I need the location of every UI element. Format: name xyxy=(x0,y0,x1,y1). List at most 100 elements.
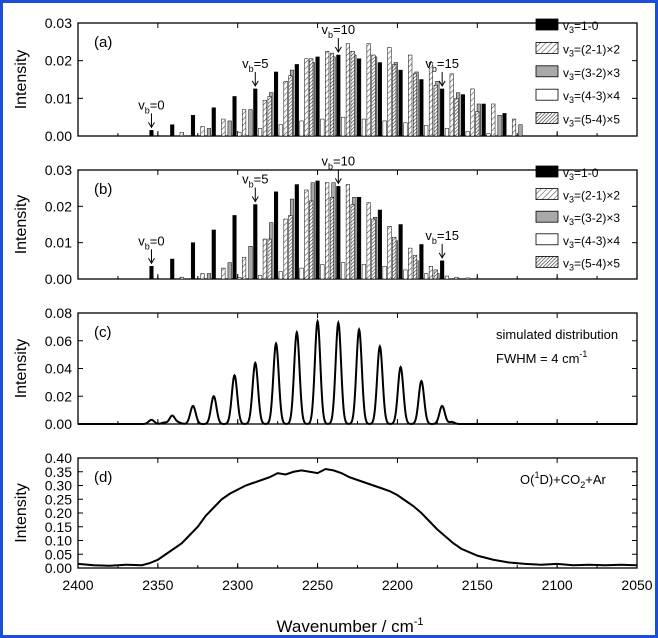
bar-v3=(4-3)×4 xyxy=(237,277,242,280)
panel-label: (a) xyxy=(94,34,112,51)
bar-v3=(2-1)×2 xyxy=(262,238,267,280)
bar-v3=(2-1)×2 xyxy=(200,273,205,280)
legend-swatch xyxy=(535,88,559,101)
bar-v3=(4-3)×4 xyxy=(320,264,325,280)
bar-v3=(5-4)×5 xyxy=(329,197,334,280)
y-tick-label: 0.15 xyxy=(45,519,72,535)
bar-v3=1-0 xyxy=(170,258,175,280)
bar-v3=(5-4)×5 xyxy=(412,255,418,280)
bar-v3=1-0 xyxy=(336,186,341,280)
bar-v3=1-0 xyxy=(460,94,465,137)
bar-v3=1-0 xyxy=(419,244,424,280)
annotation-arrowhead xyxy=(148,122,155,129)
bar-v3=(2-1)×2 xyxy=(179,276,184,280)
y-axis-label: Intensity xyxy=(13,339,30,399)
bar-v3=(5-4)×5 xyxy=(371,218,376,280)
panel-label: (c) xyxy=(94,324,112,341)
y-tick-label: 0.05 xyxy=(45,546,72,562)
bar-v3=(5-4)×5 xyxy=(267,96,272,137)
bar-v3=1-0 xyxy=(315,56,320,137)
annotation-arrowhead xyxy=(334,46,342,53)
y-tick-label: 0.25 xyxy=(45,491,72,507)
bar-v3=(4-3)×4 xyxy=(278,124,283,137)
bar-v3=(5-4)×5 xyxy=(433,84,438,137)
simulated-note: simulated distribution xyxy=(496,327,618,342)
bar-v3=(5-4)×5 xyxy=(412,73,418,137)
bar-v3=(5-4)×5 xyxy=(371,54,376,137)
x-tick-label: 2400 xyxy=(62,577,93,593)
bar-v3=(3-2)×3 xyxy=(248,246,253,280)
bar-v3=1-0 xyxy=(211,107,216,137)
bar-v3=(4-3)×4 xyxy=(424,125,429,137)
bar-v3=(2-1)×2 xyxy=(200,126,205,137)
bar-v3=(2-1)×2 xyxy=(325,51,330,137)
x-tick-label: 2100 xyxy=(542,577,573,593)
bar-v3=(2-1)×2 xyxy=(221,267,226,280)
legend-swatch xyxy=(535,112,559,124)
bar-v3=(4-3)×4 xyxy=(361,264,366,280)
bar-v3=1-0 xyxy=(190,242,196,280)
bar-v3=1-0 xyxy=(170,124,175,137)
annotation-label: vb=15 xyxy=(425,228,459,246)
y-tick-label: 0.00 xyxy=(45,560,72,576)
bar-v3=(5-4)×5 xyxy=(392,236,397,280)
panel-a: 0.00 0.01 0.02 0.03 Intensity (a) vb=0 vb=5 vb=1… xyxy=(13,15,638,144)
y-tick-label: 0.02 xyxy=(45,53,72,69)
bar-v3=(2-1)×2 xyxy=(262,99,267,137)
bar-v3=(4-3)×4 xyxy=(444,275,449,280)
bar-v3=1-0 xyxy=(357,58,362,137)
bar-v3=1-0 xyxy=(273,191,279,280)
bar-v3=(4-3)×4 xyxy=(341,116,346,137)
y-tick-label: 0.30 xyxy=(45,478,72,494)
panel-b: 0.00 0.01 0.02 0.03 Intensity (b) vb=0 vb=5 vb=1… xyxy=(13,153,638,287)
bar-v3=1-0 xyxy=(377,209,382,280)
bar-v3=(4-3)×4 xyxy=(465,277,470,280)
bar-v3=(4-3)×4 xyxy=(258,275,263,280)
bar-v3=1-0 xyxy=(419,79,424,137)
bar-v3=(2-1)×2 xyxy=(283,81,288,137)
bar-v3=1-0 xyxy=(149,266,154,280)
bar-v3=1-0 xyxy=(336,54,341,137)
bar-v3=(2-1)×2 xyxy=(449,73,454,137)
bar-v3=(2-1)×2 xyxy=(366,43,371,137)
legend-swatch xyxy=(535,210,559,223)
annotation-label: vb=10 xyxy=(322,22,356,40)
bar-v3=1-0 xyxy=(232,96,237,137)
legend-entry: v3=(4-3)×4 xyxy=(563,234,620,250)
x-tick-label: 2200 xyxy=(382,577,413,593)
bar-v3=1-0 xyxy=(502,113,507,137)
bar-v3=(2-1)×2 xyxy=(325,182,330,280)
bar-v3=(2-1)×2 xyxy=(345,184,350,280)
y-tick-label: 0.10 xyxy=(45,533,72,549)
bar-v3=1-0 xyxy=(211,229,216,280)
bar-v3=(3-2)×3 xyxy=(227,120,232,137)
legend-entry: v3=1-0 xyxy=(563,19,599,35)
legend-entry: v3=(4-3)×4 xyxy=(563,89,620,105)
bar-v3=1-0 xyxy=(232,215,237,280)
bar-v3=(5-4)×5 xyxy=(454,98,459,137)
bar-v3=(2-1)×2 xyxy=(470,88,475,137)
x-tick-label: 2050 xyxy=(621,577,652,593)
y-axis-label: Intensity xyxy=(13,50,30,110)
bar-v3=(5-4)×5 xyxy=(350,204,355,280)
legend-entry: v3=(2-1)×2 xyxy=(563,42,620,58)
legend-entry: v3=(3-2)×3 xyxy=(563,66,620,82)
bar-v3=(4-3)×4 xyxy=(444,128,449,137)
annotation-arrowhead xyxy=(251,80,259,87)
annotation-label: vb=5 xyxy=(242,172,268,190)
bar-v3=(2-1)×2 xyxy=(408,54,413,137)
y-tick-label: 0.01 xyxy=(45,90,72,106)
panel-label: (d) xyxy=(94,469,112,486)
bar-v3=(5-4)×5 xyxy=(288,215,293,280)
annotation-arrowhead xyxy=(251,196,259,203)
y-tick-label: 0.00 xyxy=(45,271,72,287)
bar-v3=(4-3)×4 xyxy=(424,273,429,280)
bar-v3=(2-1)×2 xyxy=(283,218,288,280)
bar-v3=(3-2)×3 xyxy=(518,124,523,137)
bar-v3=(5-4)×5 xyxy=(475,111,480,137)
y-tick-label: 0.06 xyxy=(45,333,72,349)
annotation-label: vb=15 xyxy=(425,56,459,74)
bar-v3=1-0 xyxy=(273,71,279,137)
